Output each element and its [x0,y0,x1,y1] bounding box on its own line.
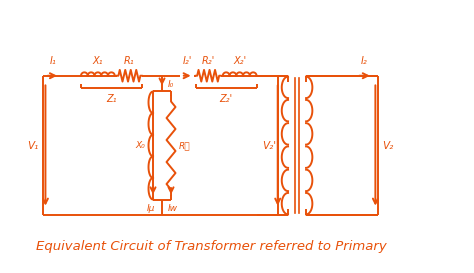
Text: Iw: Iw [168,204,178,213]
Text: I₂: I₂ [361,56,368,66]
Text: I₀: I₀ [167,80,173,89]
Text: I₂': I₂' [182,56,192,66]
Text: R꜀: R꜀ [179,141,190,150]
Text: X₂': X₂' [233,56,246,66]
Text: V₁: V₁ [27,141,38,150]
Text: R₂': R₂' [201,56,215,66]
Text: X₀: X₀ [136,141,146,150]
Text: Z₂': Z₂' [219,94,233,104]
Text: Z₁: Z₁ [106,94,117,104]
Text: R₁: R₁ [124,56,135,66]
Text: Equivalent Circuit of Transformer referred to Primary: Equivalent Circuit of Transformer referr… [36,240,387,253]
Text: V₂: V₂ [383,141,393,150]
Text: Iμ: Iμ [147,204,155,213]
Text: X₁: X₁ [92,56,103,66]
Text: I₁: I₁ [49,56,56,66]
Text: V₂': V₂' [263,141,277,150]
